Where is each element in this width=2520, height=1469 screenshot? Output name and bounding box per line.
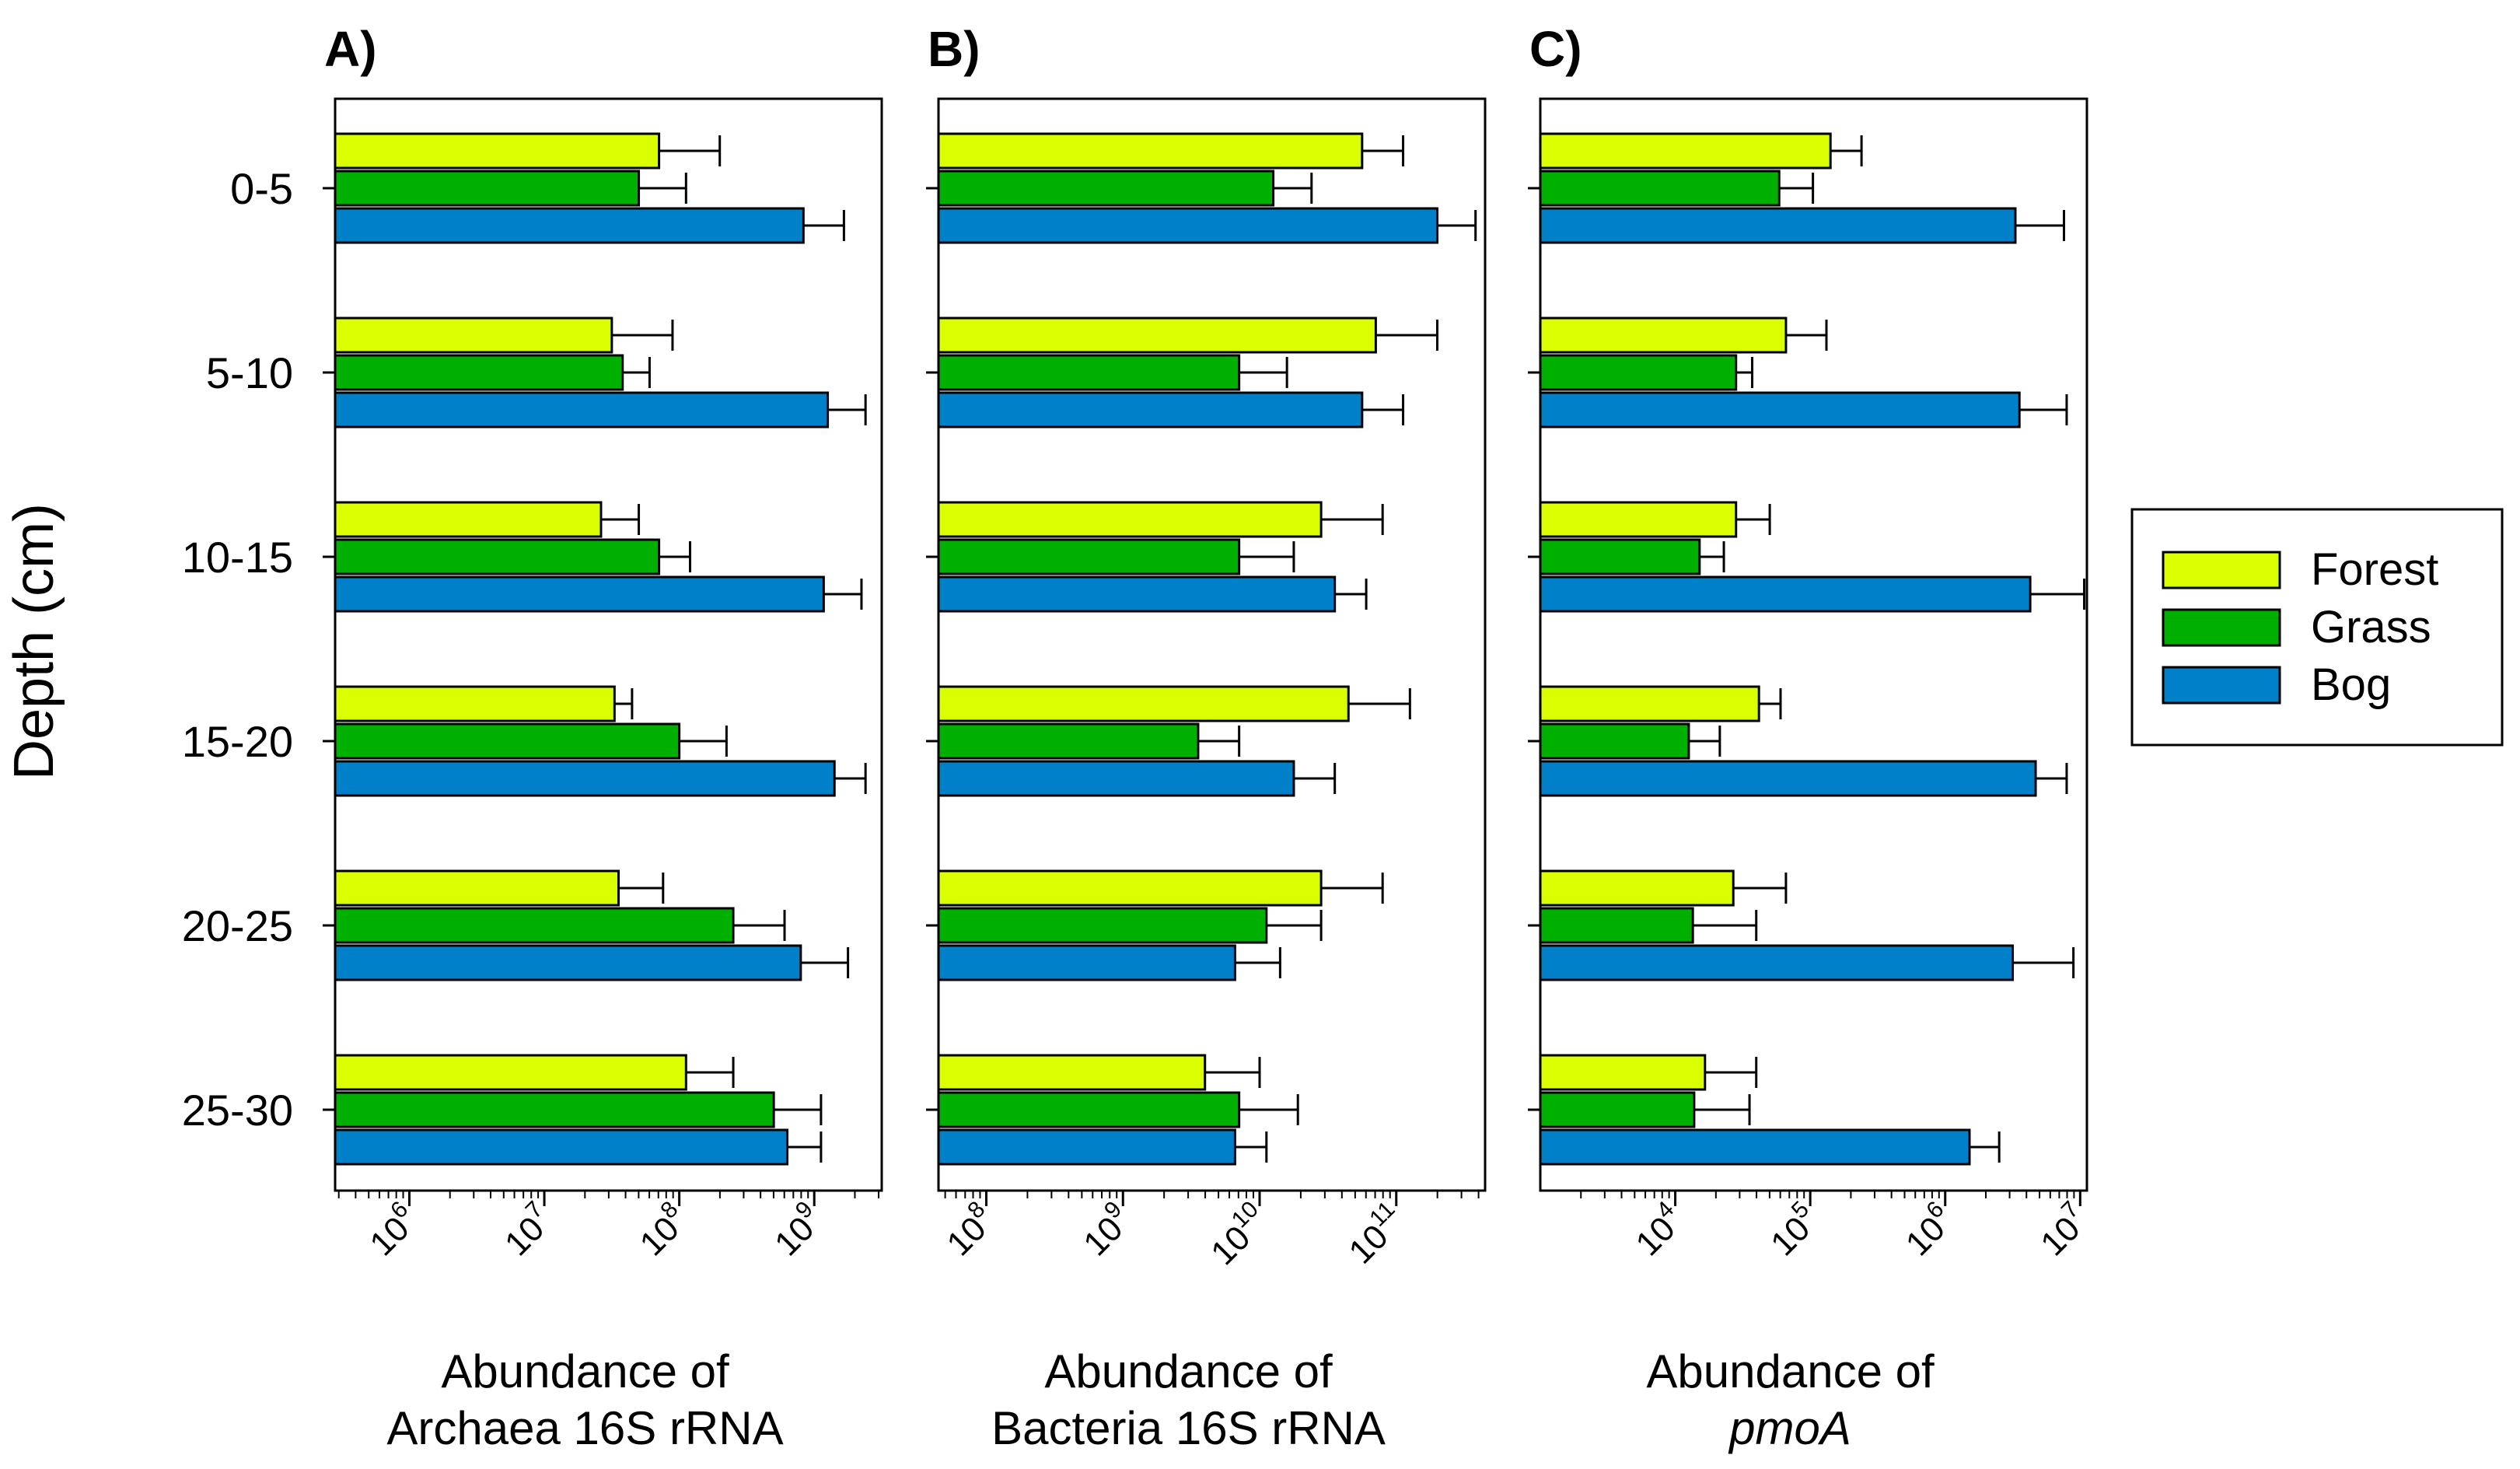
panel-a-bar-grass-15-20: [334, 722, 681, 760]
panel-b-bar-forest-10-15: [937, 501, 1323, 538]
panel-b-xtick-label-8: 108: [936, 1196, 1003, 1263]
y-tick-label-5-10: 5-10: [206, 348, 293, 397]
panel-a-bar-forest-5-10: [334, 317, 613, 354]
panel-c-bar-grass-5-10: [1539, 354, 1738, 391]
panel-a-xlabel-line1: Abundance of: [441, 1345, 729, 1397]
panel-b-bar-bog-20-25: [937, 944, 1236, 981]
panel-b-frame: [937, 97, 1487, 1192]
y-tick-label-0-5: 0-5: [230, 164, 293, 213]
y-axis-label: Depth (cm): [3, 503, 65, 780]
panel-a-frame: [334, 97, 883, 1192]
panel-c-bar-forest-0-5: [1539, 132, 1832, 170]
panel-a-xtick-label-6: 106: [359, 1196, 426, 1263]
panel-c-frame: [1539, 97, 2088, 1192]
panel-a-bar-forest-10-15: [334, 501, 603, 538]
panel-b-bar-grass-5-10: [937, 354, 1241, 391]
panel-a-bar-grass-0-5: [334, 170, 641, 207]
panel-c-xtick-label-6: 106: [1895, 1196, 1962, 1263]
panel-a-xtick-label-8: 108: [629, 1196, 696, 1263]
panel-a-bar-grass-20-25: [334, 907, 735, 944]
panel-c-bar-bog-20-25: [1539, 944, 2015, 981]
panel-b-bar-forest-20-25: [937, 869, 1323, 907]
panel-a-xlabel-line2: Archaea 16S rRNA: [386, 1402, 783, 1454]
panel-c-bar-forest-20-25: [1539, 869, 1735, 907]
panel-c-letter: C): [1529, 21, 1582, 77]
panel-b-xlabel-line2: Bacteria 16S rRNA: [991, 1402, 1386, 1454]
panel-b-bar-grass-25-30: [937, 1091, 1241, 1128]
panel-b-bar-bog-10-15: [937, 575, 1337, 613]
panel-a-bar-bog-25-30: [334, 1128, 788, 1166]
legend-swatch-bog: [2162, 666, 2281, 705]
panel-b-xtick-label-9: 109: [1072, 1196, 1139, 1263]
y-tick-label-15-20: 15-20: [182, 717, 293, 766]
panel-b-bar-grass-20-25: [937, 907, 1268, 944]
legend-label-grass: Grass: [2311, 602, 2431, 652]
y-tick-label-20-25: 20-25: [182, 901, 293, 950]
panel-c-bar-bog-15-20: [1539, 760, 2037, 797]
panel-c-bar-grass-10-15: [1539, 538, 1701, 575]
panel-a-bar-forest-20-25: [334, 869, 620, 907]
panel-a-bar-grass-10-15: [334, 538, 661, 575]
panel-b-bar-bog-5-10: [937, 391, 1364, 428]
panel-c-xtick-label-4: 104: [1625, 1196, 1692, 1263]
legend-label-forest: Forest: [2311, 544, 2438, 595]
axes-layer: 0-5 5-10 10-15 15-20 20-25 25-30 106 107 108 109 A…: [182, 21, 2096, 1454]
panel-b-bar-forest-5-10: [937, 317, 1377, 354]
panel-c-bar-forest-5-10: [1539, 317, 1788, 354]
panel-a-xtick-label-7: 107: [494, 1196, 561, 1263]
panel-b-bar-forest-15-20: [937, 685, 1350, 722]
legend-swatch-forest: [2162, 551, 2281, 589]
panel-c-bar-grass-25-30: [1539, 1091, 1696, 1128]
panel-a-bar-grass-5-10: [334, 354, 624, 391]
legend: Forest Grass Bog: [2130, 508, 2504, 747]
panel-b-bar-bog-0-5: [937, 207, 1438, 244]
panel-a-bar-forest-0-5: [334, 132, 661, 170]
panel-b-bar-grass-15-20: [937, 722, 1200, 760]
panel-c-bar-grass-15-20: [1539, 722, 1690, 760]
panel-b-bar-grass-10-15: [937, 538, 1241, 575]
panel-a-bar-bog-5-10: [334, 391, 830, 428]
panel-c-bar-bog-25-30: [1539, 1128, 1971, 1166]
panel-c-bar-grass-0-5: [1539, 170, 1781, 207]
panel-a-bar-bog-15-20: [334, 760, 836, 797]
panel-a-bar-forest-25-30: [334, 1054, 687, 1091]
panel-a-bar-bog-10-15: [334, 575, 825, 613]
legend-label-bog: Bog: [2311, 659, 2391, 710]
panel-c-bar-bog-0-5: [1539, 207, 2017, 244]
bars-layer: [334, 132, 2086, 1166]
panel-b-xtick-label-11: 1011: [1338, 1196, 1413, 1271]
panel-a-bar-bog-0-5: [334, 207, 805, 244]
panel-c-xlabel-line2: pmoA: [1728, 1402, 1851, 1454]
panel-c-bar-forest-15-20: [1539, 685, 1760, 722]
panel-c-bar-forest-10-15: [1539, 501, 1738, 538]
panel-c-xtick-label-7: 107: [2029, 1196, 2096, 1263]
panel-b-bar-forest-25-30: [937, 1054, 1207, 1091]
panel-c-xlabel-line1: Abundance of: [1646, 1345, 1935, 1397]
panel-c-bar-bog-10-15: [1539, 575, 2032, 613]
panel-b-xtick-label-10: 1010: [1200, 1196, 1276, 1272]
legend-swatch-grass: [2162, 608, 2281, 647]
y-tick-label-10-15: 10-15: [182, 533, 293, 582]
panel-b-bar-grass-0-5: [937, 170, 1275, 207]
panel-a-xtick-label-9: 109: [764, 1196, 830, 1263]
panel-b-bar-bog-25-30: [937, 1128, 1236, 1166]
panel-b-xlabel-line1: Abundance of: [1044, 1345, 1333, 1397]
panel-c-bar-forest-25-30: [1539, 1054, 1707, 1091]
panel-c-xtick-label-5: 105: [1760, 1196, 1826, 1263]
y-tick-label-25-30: 25-30: [182, 1086, 293, 1135]
panel-b-bar-bog-15-20: [937, 760, 1295, 797]
panel-b-bar-forest-0-5: [937, 132, 1364, 170]
panel-b-letter: B): [928, 21, 980, 77]
panel-a-bar-forest-15-20: [334, 685, 616, 722]
panel-a-bar-bog-20-25: [334, 944, 802, 981]
panel-c-bar-bog-5-10: [1539, 391, 2021, 428]
panel-a-letter: A): [324, 21, 377, 77]
panel-a-bar-grass-25-30: [334, 1091, 775, 1128]
panel-c-bar-grass-20-25: [1539, 907, 1694, 944]
